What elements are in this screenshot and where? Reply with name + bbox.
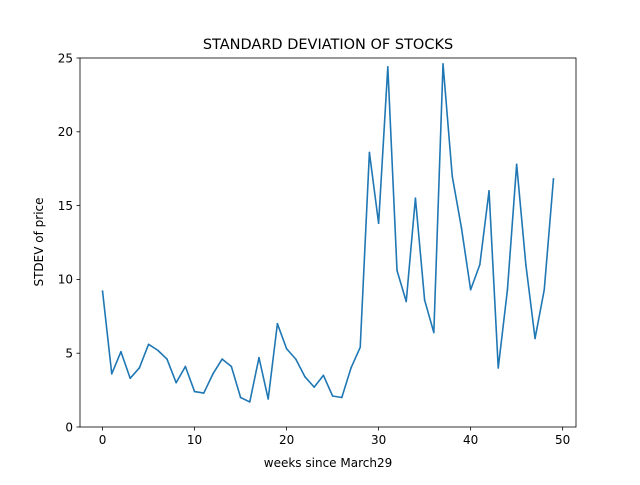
x-tick-label: 10 — [187, 433, 202, 447]
x-tick-label: 20 — [279, 433, 294, 447]
data-point — [341, 396, 343, 399]
data-point — [313, 386, 315, 388]
data-point — [433, 331, 435, 334]
data-point — [202, 392, 205, 394]
data-point — [285, 347, 288, 350]
x-tick-label: 40 — [463, 433, 478, 447]
data-point — [543, 288, 546, 291]
data-point — [552, 178, 555, 180]
plot-background — [80, 58, 576, 427]
data-point — [248, 401, 251, 403]
series-line — [101, 63, 555, 403]
y-tick-label: 0 — [65, 420, 73, 434]
data-point — [156, 349, 159, 352]
data-point — [166, 358, 168, 360]
data-point — [525, 263, 527, 266]
data-point — [405, 300, 408, 303]
data-point — [322, 374, 325, 377]
data-point — [368, 151, 371, 154]
data-point — [120, 350, 122, 353]
y-tick-label: 5 — [65, 347, 73, 361]
y-tick-label: 10 — [58, 273, 73, 287]
data-point — [184, 365, 187, 368]
data-point — [129, 377, 131, 380]
data-point — [294, 358, 297, 360]
data-point — [506, 288, 509, 291]
data-point — [451, 175, 454, 177]
data-point — [221, 358, 223, 360]
data-point — [497, 367, 500, 369]
y-axis-label: STDEV of price — [32, 197, 46, 286]
data-point — [258, 356, 260, 359]
x-axis-ticks: 0 10 20 30 40 50 — [99, 427, 570, 447]
data-point — [304, 376, 306, 378]
plot-frame — [79, 57, 577, 428]
data-point — [460, 226, 463, 229]
x-tick-label: 50 — [555, 433, 570, 447]
data-point — [479, 263, 481, 266]
data-point — [396, 269, 398, 272]
data-point — [230, 365, 233, 368]
data-point — [423, 299, 426, 301]
x-tick-label: 30 — [371, 433, 386, 447]
data-point — [212, 373, 214, 375]
y-tick-label: 25 — [58, 51, 73, 65]
data-point — [110, 373, 113, 375]
x-tick-label: 0 — [99, 433, 107, 447]
data-point — [239, 396, 242, 399]
data-point — [276, 322, 279, 325]
y-tick-label: 15 — [58, 199, 73, 213]
y-axis-ticks: 0 5 10 15 20 25 — [58, 51, 80, 434]
chart-title: STANDARD DEVIATION OF STOCKS — [203, 37, 453, 53]
data-point — [469, 288, 472, 291]
data-point — [350, 367, 352, 369]
data-point — [534, 337, 536, 340]
data-point — [377, 222, 380, 225]
data-point — [387, 66, 389, 68]
data-point — [515, 163, 518, 166]
y-tick-label: 20 — [58, 125, 73, 139]
data-point — [175, 381, 177, 384]
data-point — [138, 367, 141, 369]
data-point — [442, 63, 444, 65]
data-point — [331, 395, 334, 397]
data-point — [488, 190, 490, 192]
data-point — [359, 346, 362, 349]
x-axis-label: weeks since March29 — [264, 456, 392, 470]
data-point — [267, 398, 269, 400]
data-point — [193, 390, 196, 393]
data-point — [101, 290, 104, 293]
data-point — [147, 343, 150, 346]
data-point — [414, 197, 417, 200]
series-layer — [101, 63, 555, 403]
